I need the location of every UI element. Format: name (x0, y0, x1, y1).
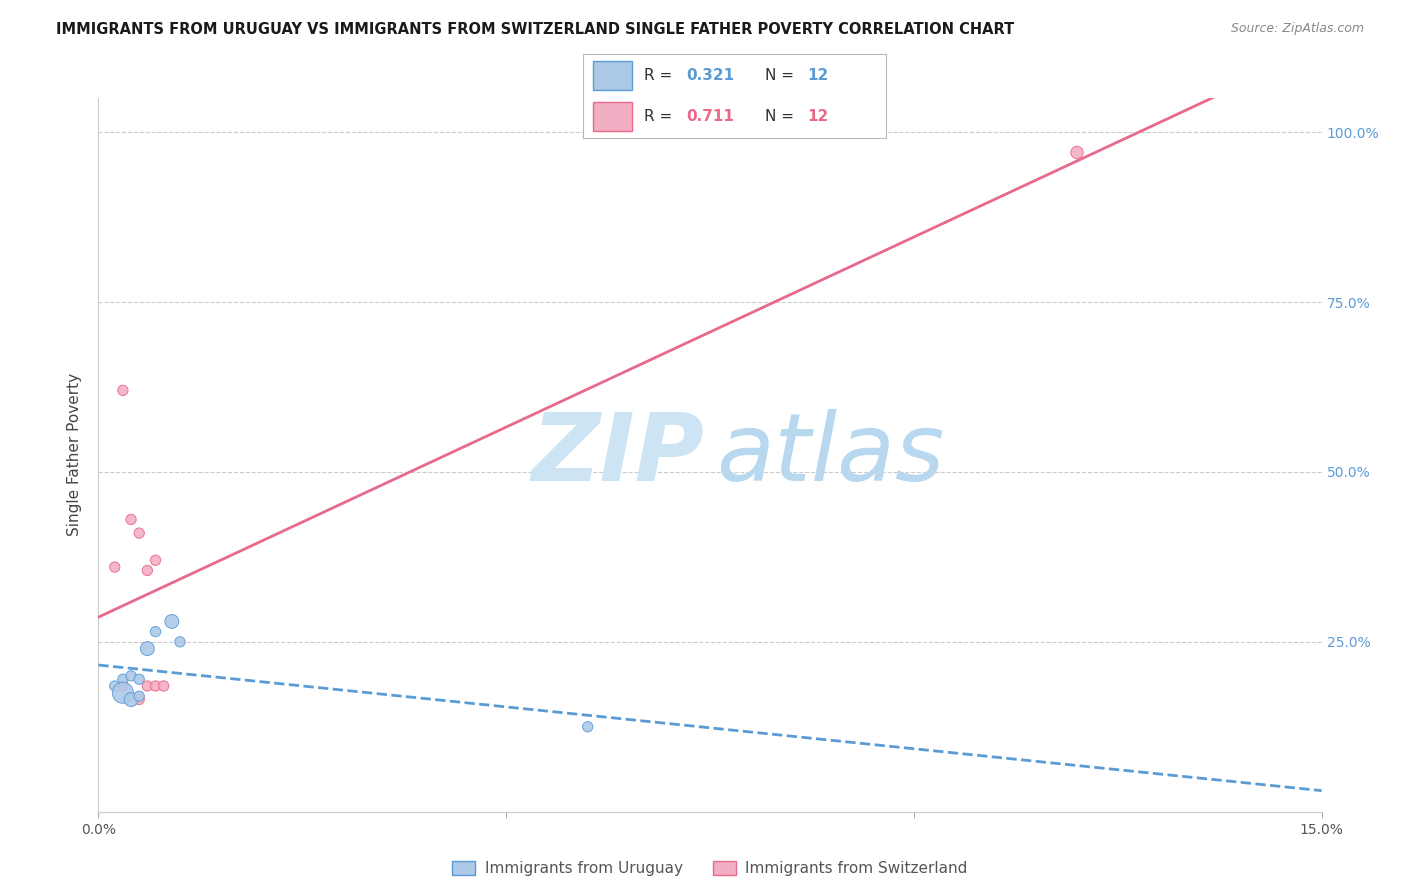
Point (160, 615, 183, 629)
Text: N =: N = (765, 109, 794, 124)
Legend: Immigrants from Uruguay, Immigrants from Switzerland: Immigrants from Uruguay, Immigrants from… (446, 855, 974, 882)
Point (145, 679, 167, 693)
Point (120, 512, 142, 526)
Point (169, 635, 191, 649)
Point (145, 553, 167, 567)
Point (111, 384, 134, 398)
Point (128, 692, 150, 706)
Point (1066, 145, 1088, 160)
Point (128, 689, 150, 703)
Text: 0.711: 0.711 (686, 109, 734, 124)
Text: R =: R = (644, 68, 672, 83)
Point (111, 672, 134, 686)
Text: R =: R = (644, 109, 672, 124)
Text: 12: 12 (807, 109, 828, 124)
Point (120, 669, 142, 683)
Point (104, 679, 127, 693)
Point (136, 564, 159, 578)
Text: 12: 12 (807, 68, 828, 83)
Point (145, 624, 167, 639)
Text: Source: ZipAtlas.com: Source: ZipAtlas.com (1230, 22, 1364, 36)
Point (120, 692, 142, 706)
Point (111, 679, 134, 693)
Point (104, 560, 127, 574)
Point (111, 686, 134, 700)
Point (128, 526, 150, 541)
Point (136, 641, 159, 656)
Point (152, 679, 174, 693)
Text: atlas: atlas (716, 409, 945, 500)
Text: IMMIGRANTS FROM URUGUAY VS IMMIGRANTS FROM SWITZERLAND SINGLE FATHER POVERTY COR: IMMIGRANTS FROM URUGUAY VS IMMIGRANTS FR… (56, 22, 1015, 37)
Point (128, 672, 150, 686)
Point (576, 720, 599, 734)
FancyBboxPatch shape (592, 62, 631, 90)
Y-axis label: Single Father Poverty: Single Father Poverty (67, 374, 83, 536)
Text: ZIP: ZIP (531, 409, 704, 501)
Point (136, 679, 159, 693)
Text: 0.321: 0.321 (686, 68, 734, 83)
FancyBboxPatch shape (592, 102, 631, 130)
Text: N =: N = (765, 68, 794, 83)
